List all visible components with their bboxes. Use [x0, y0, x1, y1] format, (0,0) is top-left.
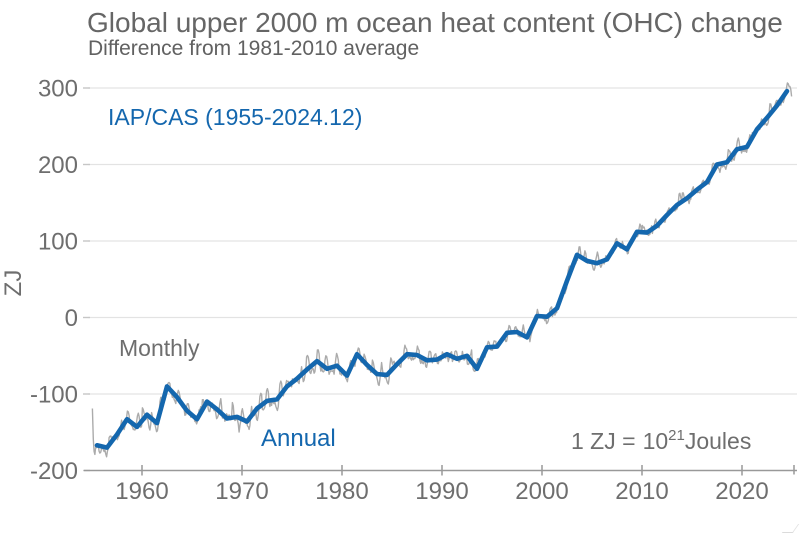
x-tick-label: 1970 [215, 478, 268, 505]
y-tick-label: 300 [38, 76, 78, 103]
x-tick-label: 2000 [515, 478, 568, 505]
monthly-series-label: Monthly [119, 335, 200, 361]
x-tick-label: 2020 [715, 478, 768, 505]
chart-title: Global upper 2000 m ocean heat content (… [87, 7, 783, 38]
chart-subtitle: Difference from 1981-2010 average [88, 37, 420, 60]
x-tick-label: 1980 [315, 478, 368, 505]
y-tick-label: -200 [30, 458, 78, 485]
unit-note: 1 ZJ = 1021Joules [571, 427, 751, 455]
y-tick-label: 100 [38, 229, 78, 256]
x-tick-label: 1960 [115, 478, 168, 505]
y-tick-label: 200 [38, 152, 78, 179]
y-axis-label: ZJ [0, 269, 27, 297]
monthly-line [91, 82, 793, 458]
unit-note-suffix: Joules [684, 428, 752, 454]
annual-line [94, 88, 790, 450]
unit-note-base: 10 [642, 428, 669, 454]
x-tick-label: 2010 [615, 478, 668, 505]
y-tick-label: -100 [30, 382, 78, 409]
dataset-label: IAP/CAS (1955-2024.12) [108, 104, 363, 130]
annual-series-label: Annual [261, 425, 336, 452]
y-tick-label: 0 [65, 305, 78, 332]
unit-note-exponent: 21 [668, 427, 685, 444]
unit-note-prefix: 1 ZJ = [571, 428, 636, 454]
x-tick-label: 1990 [415, 478, 468, 505]
